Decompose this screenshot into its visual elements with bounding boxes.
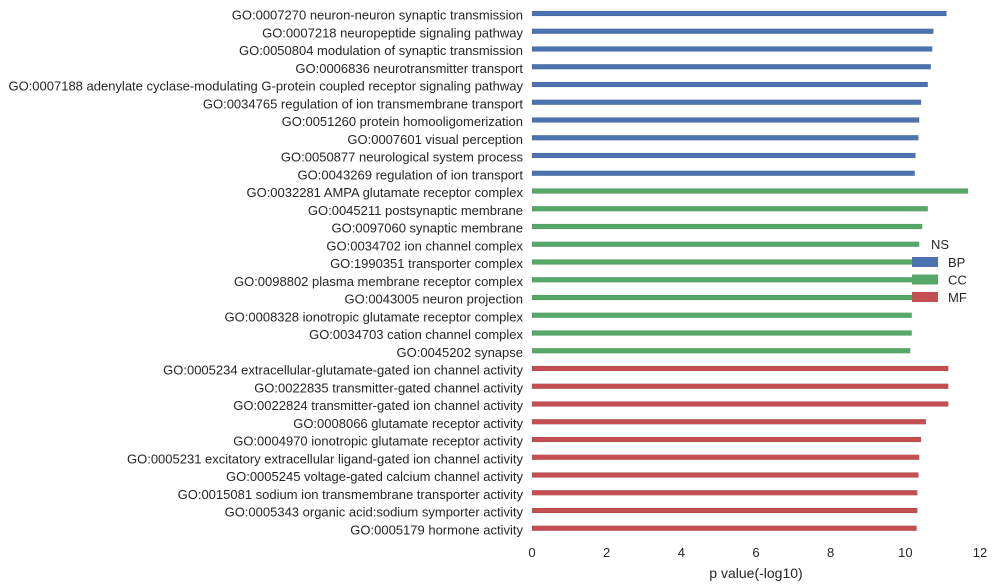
category-label: GO:0005231 excitatory extracellular liga… bbox=[127, 451, 524, 466]
bar-bp-7 bbox=[531, 117, 920, 123]
legend: NS BP CC MF bbox=[912, 237, 967, 305]
category-label: GO:1990351 transporter complex bbox=[330, 256, 523, 271]
category-label: GO:0043269 regulation of ion transport bbox=[298, 167, 524, 182]
category-label: GO:0045211 postsynaptic membrane bbox=[308, 203, 523, 218]
x-tick-label: 12 bbox=[973, 545, 987, 560]
bar-mf-2 bbox=[531, 383, 949, 389]
legend-label-cc: CC bbox=[948, 273, 967, 288]
bar-bp-6 bbox=[531, 99, 922, 105]
category-label: GO:0097060 synaptic membrane bbox=[332, 221, 524, 236]
legend-label-bp: BP bbox=[948, 255, 965, 270]
category-label: GO:0008328 ionotropic glutamate receptor… bbox=[225, 309, 524, 324]
legend-swatch-cc bbox=[912, 274, 938, 285]
bar-cc-5 bbox=[531, 259, 918, 265]
bar-cc-4 bbox=[531, 241, 920, 247]
category-label: GO:0034765 regulation of ion transmembra… bbox=[203, 96, 524, 111]
x-tick-label: 6 bbox=[752, 545, 759, 560]
bar-cc-3 bbox=[531, 223, 923, 230]
category-label: GO:0005234 extracellular-glutamate-gated… bbox=[163, 363, 523, 378]
legend-label-mf: MF bbox=[948, 290, 967, 305]
x-axis-ticks: 0 2 4 6 8 10 12 bbox=[528, 545, 987, 560]
category-label: GO:0034703 cation channel complex bbox=[309, 327, 523, 342]
legend-title: NS bbox=[931, 237, 949, 252]
bar-bp-8 bbox=[531, 135, 919, 141]
x-tick-label: 8 bbox=[827, 545, 834, 560]
bar-mf-4 bbox=[531, 419, 927, 425]
bar-bp-2 bbox=[531, 28, 934, 34]
bar-bp-1 bbox=[531, 10, 947, 17]
bar-bp-10 bbox=[531, 170, 915, 176]
x-tick-label: 0 bbox=[528, 545, 535, 560]
category-label: GO:0022835 transmitter-gated channel act… bbox=[254, 380, 523, 395]
x-tick-label: 10 bbox=[898, 545, 912, 560]
bar-cc-7 bbox=[531, 294, 914, 301]
bar-cc-8 bbox=[531, 312, 912, 318]
bar-cc-6 bbox=[531, 277, 917, 283]
category-label: GO:0045202 synapse bbox=[397, 345, 523, 360]
x-tick-label: 2 bbox=[603, 545, 610, 560]
category-label: GO:0050877 neurological system process bbox=[281, 150, 524, 165]
category-label: GO:0007218 neuropeptide signaling pathwa… bbox=[262, 25, 523, 40]
bar-mf-5 bbox=[531, 436, 922, 443]
bar-mf-1 bbox=[531, 365, 949, 372]
bar-mf-8 bbox=[531, 490, 918, 496]
bar-bp-9 bbox=[531, 152, 916, 159]
bar-mf-3 bbox=[531, 401, 949, 407]
category-label: GO:0043005 neuron projection bbox=[344, 292, 523, 307]
bar-cc-1 bbox=[531, 188, 969, 194]
bar-mf-7 bbox=[531, 472, 919, 478]
category-label: GO:0007188 adenylate cyclase-modulating … bbox=[8, 79, 523, 94]
bars-group bbox=[531, 10, 969, 531]
category-label: GO:0004970 ionotropic glutamate receptor… bbox=[233, 434, 523, 449]
category-label: GO:0005245 voltage-gated calcium channel… bbox=[226, 469, 524, 484]
bar-mf-9 bbox=[531, 507, 918, 514]
bar-bp-4 bbox=[531, 64, 931, 70]
category-label: GO:0022824 transmitter-gated ion channel… bbox=[233, 398, 523, 413]
category-label: GO:0005179 hormone activity bbox=[350, 522, 523, 537]
category-label: GO:0008066 glutamate receptor activity bbox=[293, 416, 523, 431]
category-label: GO:0005343 organic acid:sodium symporter… bbox=[225, 505, 524, 520]
category-label: GO:0032281 AMPA glutamate receptor compl… bbox=[246, 185, 523, 200]
x-axis-title: p value(-log10) bbox=[709, 565, 802, 581]
x-tick-label: 4 bbox=[678, 545, 685, 560]
bar-cc-9 bbox=[531, 330, 912, 336]
category-label: GO:0015081 sodium ion transmembrane tran… bbox=[178, 487, 524, 502]
category-label: GO:0007601 visual perception bbox=[347, 132, 523, 147]
category-labels: GO:0007270 neuron-neuron synaptic transm… bbox=[8, 8, 523, 538]
bar-cc-2 bbox=[531, 206, 928, 212]
category-label: GO:0006836 neurotransmitter transport bbox=[295, 61, 523, 76]
category-label: GO:0098802 plasma membrane receptor comp… bbox=[234, 274, 524, 289]
bar-mf-10 bbox=[531, 525, 917, 531]
category-label: GO:0007270 neuron-neuron synaptic transm… bbox=[232, 8, 523, 23]
bar-bp-3 bbox=[531, 46, 933, 52]
legend-swatch-bp bbox=[912, 257, 938, 267]
bar-bp-5 bbox=[531, 81, 928, 88]
category-label: GO:0051260 protein homooligomerization bbox=[282, 114, 523, 129]
bar-mf-6 bbox=[531, 454, 920, 460]
category-label: GO:0034702 ion channel complex bbox=[326, 238, 523, 253]
legend-swatch-mf bbox=[912, 292, 938, 302]
category-label: GO:0050804 modulation of synaptic transm… bbox=[239, 43, 523, 58]
bar-cc-10 bbox=[531, 348, 911, 354]
